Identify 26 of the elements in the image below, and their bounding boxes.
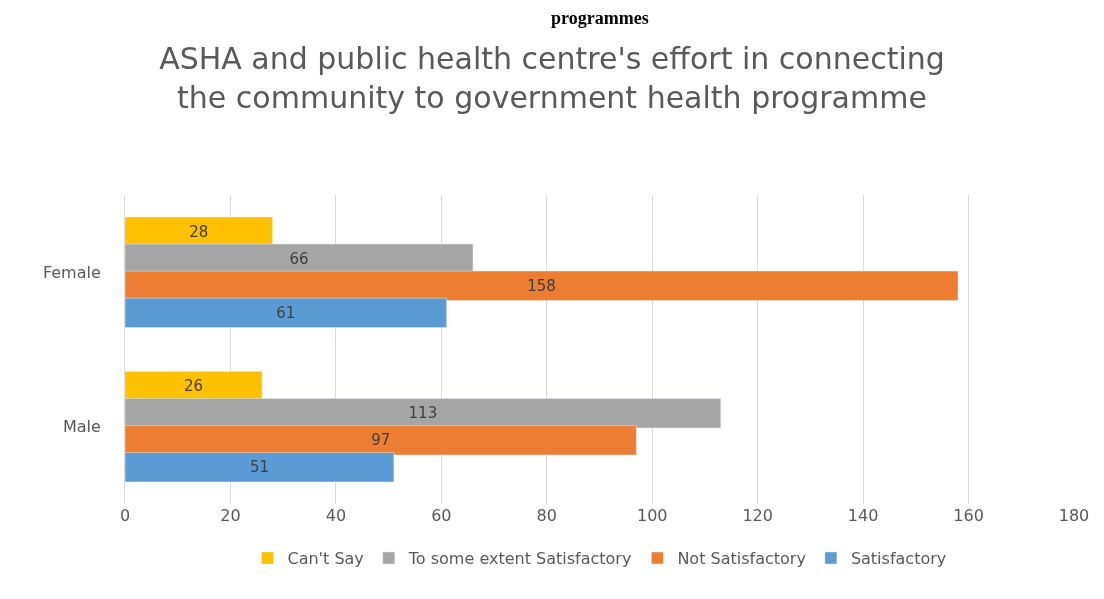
y-tick-label: Female — [42, 262, 101, 282]
data-label: 61 — [276, 303, 296, 322]
legend-label: Can't Say — [287, 549, 364, 569]
data-label: 113 — [408, 404, 438, 423]
data-label: 26 — [183, 377, 204, 396]
data-label: 66 — [289, 249, 309, 268]
legend-label: Not Satisfactory — [677, 549, 806, 569]
x-tick-label: 80 — [536, 506, 557, 525]
x-tick-label: 60 — [431, 506, 452, 525]
x-tick-label: 20 — [220, 506, 241, 525]
x-tick-label: 0 — [119, 506, 131, 525]
data-label: 97 — [371, 431, 391, 450]
legend-label: Satisfactory — [850, 549, 947, 569]
x-tick-label: 180 — [1058, 506, 1090, 525]
x-tick-label: 140 — [847, 506, 879, 525]
data-label: 28 — [189, 222, 209, 241]
chart-title: ASHA and public health centre's effort in connecting the community to government health programme — [159, 40, 945, 115]
x-tick-label: 160 — [953, 506, 984, 525]
x-tick-label: 100 — [636, 506, 668, 525]
legend-label: To some extent Satisfactory — [407, 549, 632, 569]
data-label: 51 — [249, 458, 269, 477]
y-tick-label: Male — [62, 417, 101, 437]
data-label: 158 — [527, 276, 556, 295]
x-tick-label: 120 — [742, 506, 773, 525]
text: programmes — [551, 8, 649, 28]
x-tick-label: 40 — [325, 506, 347, 525]
